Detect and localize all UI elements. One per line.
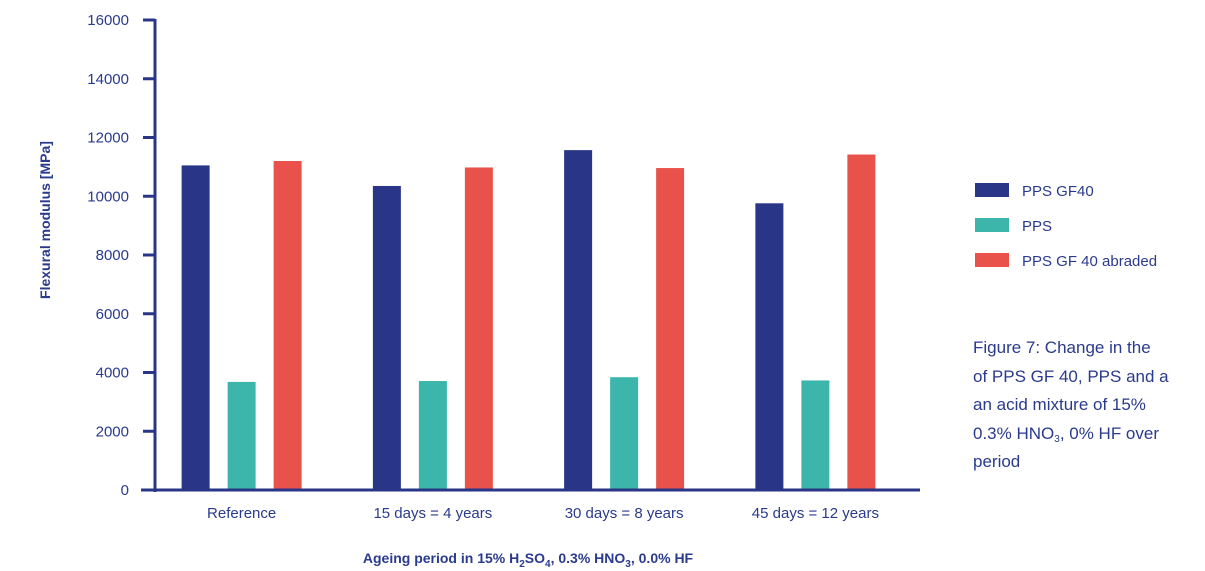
- y-tick-label: 14000: [87, 71, 129, 88]
- x-category-label: 30 days = 8 years: [565, 505, 684, 522]
- y-tick-label: 16000: [87, 12, 129, 29]
- caption-line: period: [973, 452, 1021, 471]
- bar: [847, 154, 876, 490]
- bar: [464, 167, 493, 490]
- caption-line: of PPS GF 40, PPS and a: [973, 366, 1169, 386]
- y-tick-label: 0: [121, 482, 129, 499]
- bar: [801, 380, 830, 490]
- caption-line: an acid mixture of 15%: [973, 395, 1146, 414]
- bar: [610, 377, 639, 490]
- bar: [227, 381, 256, 490]
- legend-label-pps-gf40-abraded: PPS GF 40 abraded: [1022, 253, 1157, 270]
- legend-label-pps: PPS: [1022, 218, 1052, 235]
- y-tick-label: 6000: [96, 306, 129, 323]
- legend-swatch-pps: [975, 218, 1009, 232]
- legend-swatch-pps-gf40-abraded: [975, 253, 1009, 267]
- y-tick-label: 12000: [87, 130, 129, 147]
- bar: [372, 185, 401, 490]
- legend: PPS GF40 PPS PPS GF 40 abraded: [975, 183, 1157, 270]
- caption-line: Figure 7: Change in the: [973, 338, 1151, 357]
- caption-line: 0.3% HNO3, 0% HF over: [973, 423, 1160, 445]
- legend-item: PPS GF40: [975, 183, 1094, 200]
- bar: [564, 150, 593, 490]
- y-tick-label: 10000: [87, 188, 129, 205]
- bar: [273, 161, 302, 490]
- y-tick-label: 2000: [96, 423, 129, 440]
- x-category-label: 15 days = 4 years: [373, 505, 492, 522]
- legend-item: PPS: [975, 218, 1052, 235]
- legend-item: PPS GF 40 abraded: [975, 253, 1157, 270]
- bars: [181, 150, 876, 491]
- y-tick-label: 8000: [96, 247, 129, 264]
- legend-swatch-pps-gf40: [975, 183, 1009, 197]
- y-axis-title: Flexural modulus [MPa]: [37, 141, 53, 299]
- y-axis-ticks: 0 2000 4000 6000 8000 10000 12000 14000 16000: [87, 12, 155, 499]
- bar: [656, 168, 685, 491]
- y-tick-label: 4000: [96, 365, 129, 382]
- bar: [181, 165, 210, 490]
- bar: [418, 381, 447, 490]
- legend-label-pps-gf40: PPS GF40: [1022, 183, 1094, 200]
- x-category-label: 45 days = 12 years: [752, 505, 879, 522]
- x-category-label: Reference: [207, 505, 276, 522]
- x-axis-categories: Reference 15 days = 4 years 30 days = 8 ye…: [207, 505, 879, 522]
- bar: [755, 203, 784, 491]
- x-axis-title: Ageing period in 15% H2SO4, 0.3% HNO3, 0…: [363, 550, 694, 570]
- figure-caption: Figure 7: Change in the of PPS GF 40, PP…: [973, 334, 1205, 477]
